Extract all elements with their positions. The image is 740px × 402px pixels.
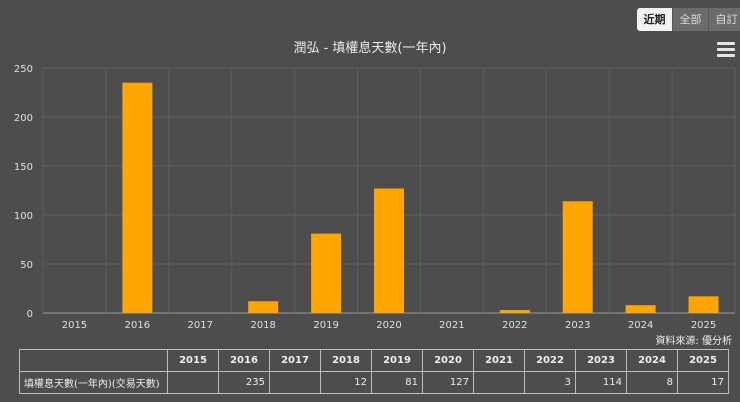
table-header-cell: 2024 bbox=[626, 349, 678, 372]
x-tick-label: 2018 bbox=[250, 320, 275, 331]
table-cell: 114 bbox=[575, 371, 627, 394]
y-tick-label: 200 bbox=[14, 113, 33, 124]
table-cell bbox=[473, 371, 525, 394]
x-tick-label: 2019 bbox=[313, 320, 338, 331]
x-tick-label: 2016 bbox=[125, 320, 150, 331]
y-tick-label: 150 bbox=[14, 162, 33, 173]
range-selector: 近期 全部 自訂 bbox=[637, 8, 740, 31]
x-tick-label: 2025 bbox=[691, 320, 716, 331]
bar-chart: 0 50 100 150 200 250 2015 2016 2017 2018 2019 2020… bbox=[14, 64, 736, 331]
x-tick-label: 2024 bbox=[628, 320, 653, 331]
table-header-cell: 2018 bbox=[320, 349, 372, 372]
x-tick-label: 2015 bbox=[62, 320, 87, 331]
table-cell: 127 bbox=[422, 371, 474, 394]
y-tick-label: 0 bbox=[27, 309, 33, 320]
table-header-cell: 2020 bbox=[422, 349, 474, 372]
range-custom-button[interactable]: 自訂 bbox=[709, 8, 740, 31]
y-tick-label: 100 bbox=[14, 211, 33, 222]
chart-title: 潤弘 - 填權息天數(一年內) bbox=[293, 41, 447, 56]
x-tick-label: 2020 bbox=[376, 320, 401, 331]
bar bbox=[499, 310, 530, 313]
table-cell bbox=[269, 371, 321, 394]
table-corner-cell bbox=[19, 349, 168, 372]
bar bbox=[374, 188, 404, 313]
x-tick-label: 2017 bbox=[188, 320, 213, 331]
range-all-button[interactable]: 全部 bbox=[673, 8, 709, 31]
table-cell: 235 bbox=[218, 371, 270, 394]
table-cell: 12 bbox=[320, 371, 372, 394]
table-header-cell: 2023 bbox=[575, 349, 627, 372]
bar bbox=[688, 296, 719, 313]
bar bbox=[248, 301, 279, 313]
table-cell: 81 bbox=[371, 371, 423, 394]
x-tick-label: 2021 bbox=[439, 320, 464, 331]
table-cell: 8 bbox=[626, 371, 678, 394]
table-header-cell: 2025 bbox=[677, 349, 729, 372]
y-tick-label: 250 bbox=[14, 64, 33, 75]
table-header-cell: 2016 bbox=[218, 349, 270, 372]
data-table: 2015 2016 2017 2018 2019 2020 2021 2022 2023 2024… bbox=[19, 349, 729, 394]
menu-icon[interactable] bbox=[715, 40, 737, 58]
table-header-cell: 2021 bbox=[473, 349, 525, 372]
table-row-label: 填權息天數(一年內)(交易天數) bbox=[19, 371, 168, 394]
bar bbox=[625, 305, 656, 313]
x-tick-label: 2022 bbox=[502, 320, 527, 331]
table-row: 填權息天數(一年內)(交易天數) 235 12 81 127 3 114 8 17 bbox=[19, 371, 729, 394]
table-cell bbox=[167, 371, 219, 394]
table-header-row: 2015 2016 2017 2018 2019 2020 2021 2022 2023 2024… bbox=[19, 349, 729, 372]
table-header-cell: 2019 bbox=[371, 349, 423, 372]
table-header-cell: 2017 bbox=[269, 349, 321, 372]
x-tick-label: 2023 bbox=[565, 320, 590, 331]
table-header-cell: 2015 bbox=[167, 349, 219, 372]
source-note: 資料來源: 優分析 bbox=[655, 336, 732, 347]
bar bbox=[562, 201, 593, 313]
y-tick-label: 50 bbox=[20, 260, 33, 271]
table-cell: 17 bbox=[677, 371, 729, 394]
bar bbox=[311, 233, 342, 313]
table-header-cell: 2022 bbox=[524, 349, 576, 372]
bar bbox=[122, 82, 153, 313]
table-cell: 3 bbox=[524, 371, 576, 394]
range-recent-button[interactable]: 近期 bbox=[637, 8, 673, 31]
